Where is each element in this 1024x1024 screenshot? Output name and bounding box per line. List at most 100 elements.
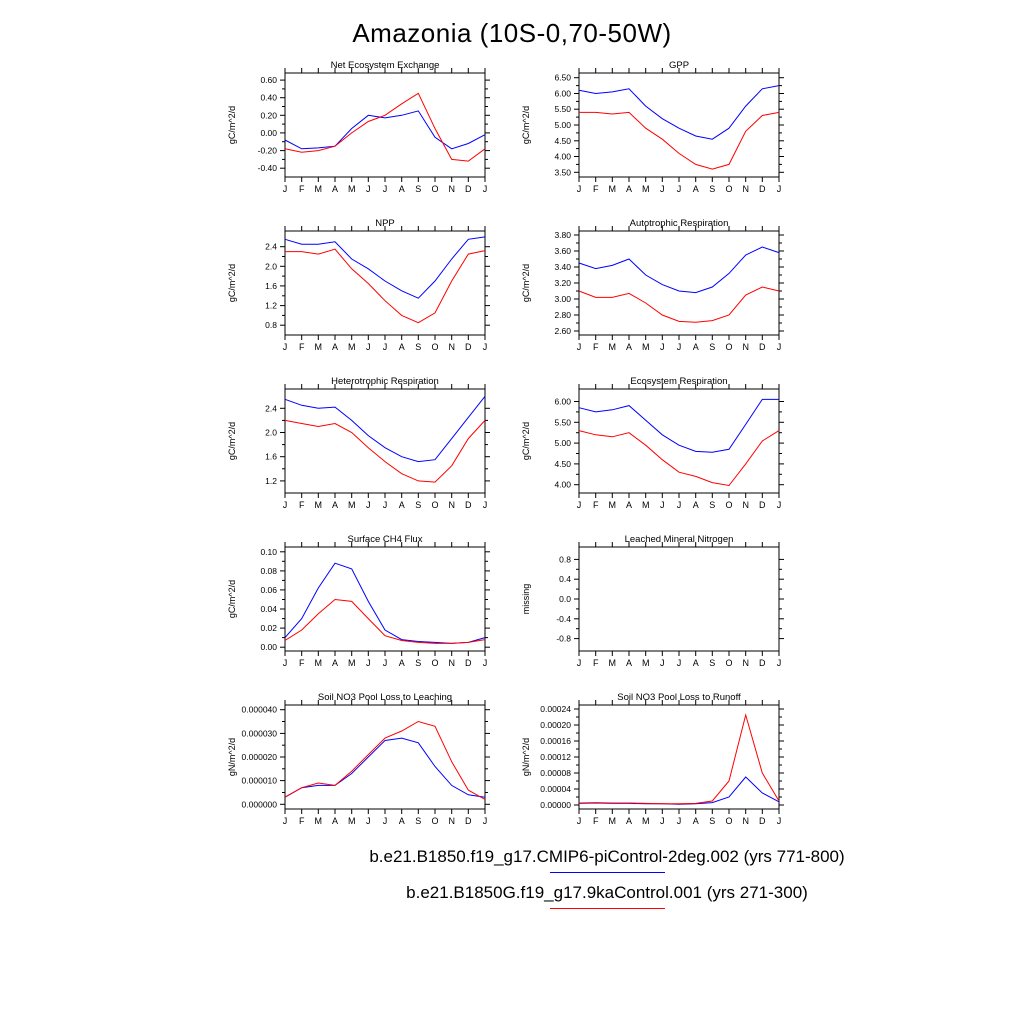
svg-text:N: N	[448, 342, 455, 352]
svg-text:gN/m^2/d: gN/m^2/d	[521, 738, 531, 776]
svg-text:A: A	[626, 342, 632, 352]
svg-text:J: J	[283, 342, 288, 352]
svg-text:M: M	[642, 342, 650, 352]
svg-text:J: J	[383, 658, 388, 668]
svg-text:M: M	[315, 816, 323, 826]
svg-text:D: D	[465, 500, 472, 510]
chart-autotrophic-respiration: 2.60 2.80 3.00 3.20 3.40 3.60 3.80 J F M A M J J A S O N D…	[521, 217, 791, 357]
svg-text:S: S	[709, 816, 715, 826]
svg-text:5.50: 5.50	[554, 104, 571, 114]
svg-text:0.02: 0.02	[260, 623, 277, 633]
svg-text:2.4: 2.4	[265, 403, 277, 413]
svg-text:2.80: 2.80	[554, 310, 571, 320]
chart-leached-mineral-nitrogen: -0.8 -0.4 0.0 0.4 0.8 J F M A M J J A S O N D J Leached Mi…	[521, 533, 791, 673]
svg-text:0.08: 0.08	[260, 566, 277, 576]
legend-line-red	[549, 908, 665, 909]
svg-text:N: N	[742, 184, 749, 194]
svg-text:J: J	[577, 184, 582, 194]
svg-text:M: M	[642, 816, 650, 826]
svg-text:J: J	[677, 816, 682, 826]
svg-text:J: J	[283, 184, 288, 194]
svg-text:J: J	[383, 500, 388, 510]
svg-text:J: J	[283, 658, 288, 668]
svg-text:N: N	[448, 500, 455, 510]
svg-text:0.000030: 0.000030	[242, 728, 278, 738]
chart-gpp: 3.50 4.00 4.50 5.00 5.50 6.00 6.50 J F M A M J J A S O N D…	[521, 59, 791, 199]
svg-text:M: M	[609, 184, 617, 194]
svg-text:A: A	[693, 184, 699, 194]
svg-text:A: A	[626, 658, 632, 668]
chart-grid: -0.40 -0.20 0.00 0.20 0.40 0.60 J F M A M J J A S O N D J N…	[227, 59, 791, 831]
svg-text:A: A	[332, 342, 338, 352]
svg-text:0.000020: 0.000020	[242, 752, 278, 762]
svg-text:A: A	[399, 500, 405, 510]
svg-text:J: J	[660, 184, 665, 194]
svg-text:O: O	[431, 500, 438, 510]
svg-text:M: M	[642, 658, 650, 668]
svg-text:Net Ecosystem Exchange: Net Ecosystem Exchange	[331, 60, 440, 71]
svg-text:0.20: 0.20	[260, 110, 277, 120]
svg-text:3.20: 3.20	[554, 278, 571, 288]
svg-text:M: M	[642, 500, 650, 510]
chart-heterotrophic-respiration: 1.2 1.6 2.0 2.4 J F M A M J J A S O N D J Heterotrophic R…	[227, 375, 497, 515]
svg-text:M: M	[315, 658, 323, 668]
svg-text:gC/m^2/d: gC/m^2/d	[227, 106, 237, 144]
svg-text:J: J	[777, 658, 782, 668]
svg-text:S: S	[415, 342, 421, 352]
svg-text:M: M	[348, 342, 356, 352]
svg-text:D: D	[759, 184, 766, 194]
svg-text:J: J	[577, 658, 582, 668]
svg-text:S: S	[415, 500, 421, 510]
svg-text:1.6: 1.6	[265, 281, 277, 291]
svg-text:J: J	[483, 184, 488, 194]
svg-text:0.10: 0.10	[260, 547, 277, 557]
svg-text:gC/m^2/d: gC/m^2/d	[227, 422, 237, 460]
svg-text:3.50: 3.50	[554, 167, 571, 177]
svg-text:J: J	[577, 816, 582, 826]
svg-text:6.50: 6.50	[554, 73, 571, 83]
svg-text:Soil NO3 Pool Loss to Leaching: Soil NO3 Pool Loss to Leaching	[318, 692, 452, 703]
svg-text:A: A	[693, 500, 699, 510]
svg-text:S: S	[415, 658, 421, 668]
svg-text:D: D	[759, 342, 766, 352]
svg-text:J: J	[777, 500, 782, 510]
svg-text:2.4: 2.4	[265, 242, 277, 252]
svg-text:J: J	[283, 816, 288, 826]
svg-text:Autotrophic Respiration: Autotrophic Respiration	[630, 218, 729, 229]
svg-text:Soil NO3 Pool Loss to Runoff: Soil NO3 Pool Loss to Runoff	[617, 692, 741, 703]
svg-text:N: N	[448, 816, 455, 826]
svg-text:0.40: 0.40	[260, 93, 277, 103]
svg-text:J: J	[577, 500, 582, 510]
svg-text:0.04: 0.04	[260, 604, 277, 614]
svg-text:D: D	[759, 658, 766, 668]
svg-text:Heterotrophic Respiration: Heterotrophic Respiration	[331, 376, 439, 387]
svg-text:J: J	[483, 342, 488, 352]
svg-text:NPP: NPP	[375, 218, 395, 229]
svg-text:M: M	[315, 500, 323, 510]
svg-text:F: F	[593, 816, 599, 826]
svg-text:0.8: 0.8	[559, 554, 571, 564]
svg-text:J: J	[366, 816, 371, 826]
svg-text:-0.20: -0.20	[258, 146, 278, 156]
svg-text:N: N	[448, 184, 455, 194]
svg-text:D: D	[465, 342, 472, 352]
svg-text:gC/m^2/d: gC/m^2/d	[521, 422, 531, 460]
svg-text:4.50: 4.50	[554, 136, 571, 146]
svg-text:S: S	[709, 342, 715, 352]
legend-label-picontrol: b.e21.B1850.f19_g17.CMIP6-piControl-2deg…	[369, 847, 845, 866]
svg-text:A: A	[399, 184, 405, 194]
svg-text:J: J	[366, 500, 371, 510]
svg-text:N: N	[742, 342, 749, 352]
svg-text:N: N	[742, 658, 749, 668]
legend-entry-picontrol: b.e21.B1850.f19_g17.CMIP6-piControl-2deg…	[190, 847, 1024, 873]
svg-text:0.4: 0.4	[559, 574, 571, 584]
svg-text:0.00: 0.00	[260, 642, 277, 652]
svg-text:0.06: 0.06	[260, 585, 277, 595]
chart-ecosystem-respiration: 4.00 4.50 5.00 5.50 6.00 J F M A M J J A S O N D J Ecosyst…	[521, 375, 791, 515]
svg-text:A: A	[332, 816, 338, 826]
chart-surface-ch4-flux: 0.00 0.02 0.04 0.06 0.08 0.10 J F M A M J J A S O N D J Sur…	[227, 533, 497, 673]
svg-text:2.0: 2.0	[265, 261, 277, 271]
svg-text:M: M	[642, 184, 650, 194]
svg-text:gC/m^2/d: gC/m^2/d	[227, 580, 237, 618]
svg-text:J: J	[777, 342, 782, 352]
